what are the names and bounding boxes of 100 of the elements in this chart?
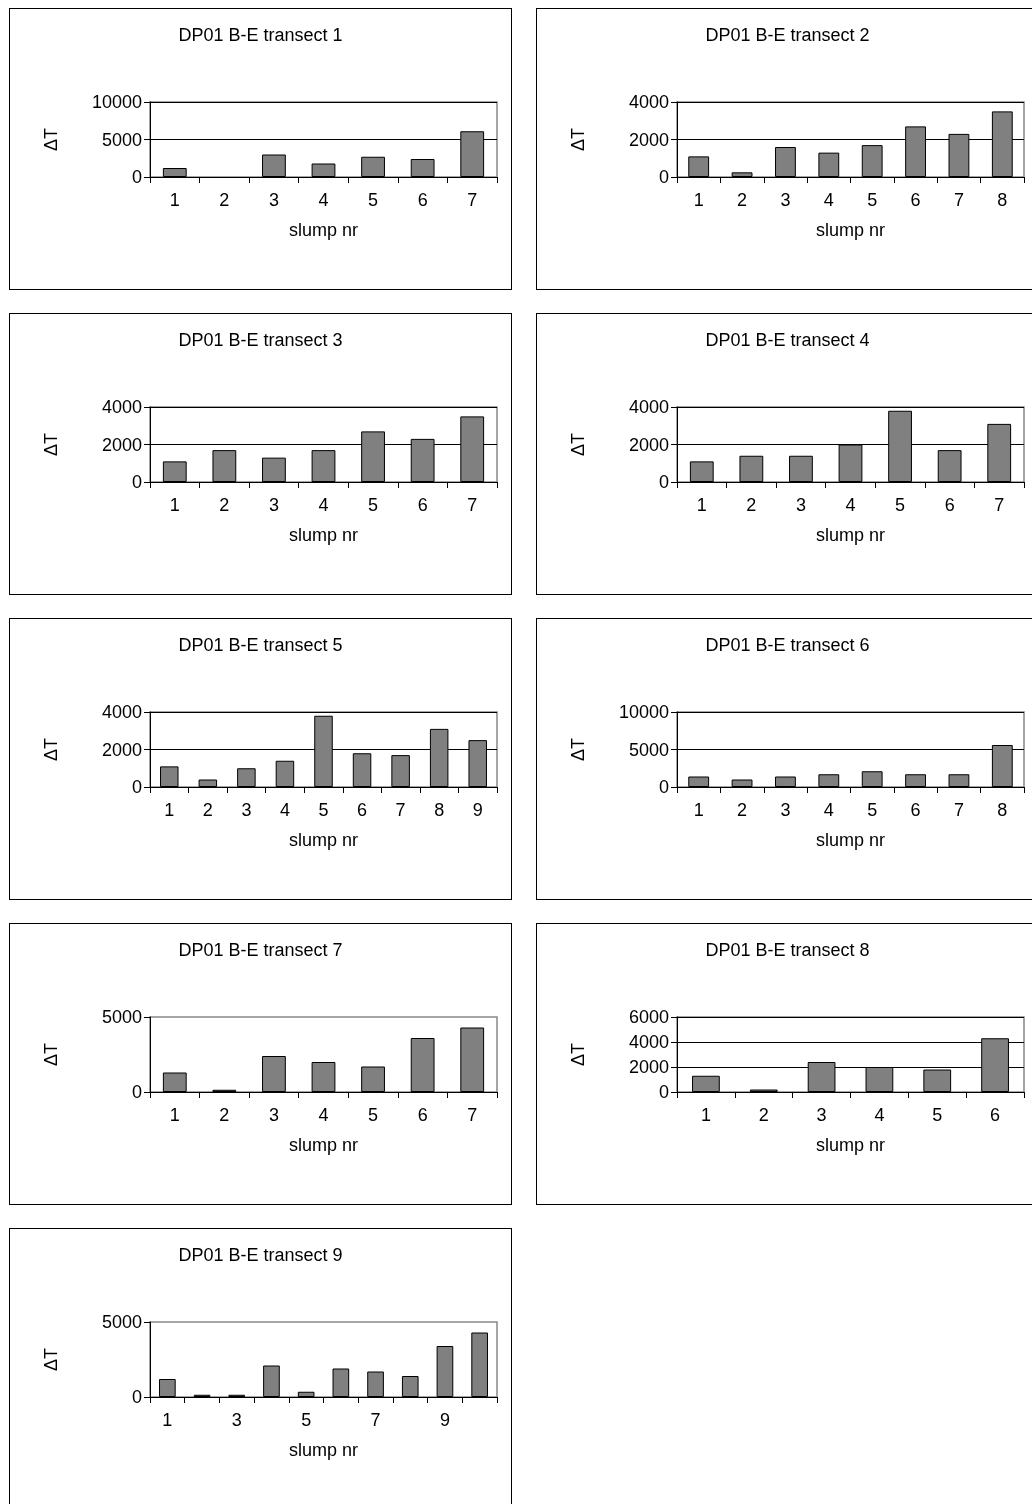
x-tick-label: 6 <box>944 495 955 515</box>
y-tick-label: 4000 <box>101 397 142 417</box>
x-tick-label: 7 <box>395 800 406 820</box>
x-tick-label: 3 <box>268 190 279 210</box>
y-tick-label: 4000 <box>628 397 669 417</box>
x-tick-label: 3 <box>268 1105 279 1125</box>
x-tick-label: 7 <box>953 190 964 210</box>
chart-title: DP01 B-E transect 1 <box>178 25 343 45</box>
x-axis-title: slump nr <box>815 830 886 850</box>
y-tick-label: 0 <box>658 777 669 797</box>
x-tick-label: 6 <box>357 800 368 820</box>
y-tick-label: 2000 <box>101 434 142 455</box>
y-tick-label: 0 <box>131 1387 142 1407</box>
y-axis-title: ΔT <box>568 127 588 152</box>
x-axis-title: slump nr <box>288 830 359 850</box>
x-tick-label: 8 <box>997 190 1008 210</box>
x-tick-label: 2 <box>219 495 230 515</box>
y-axis-title: ΔT <box>41 127 61 152</box>
chart-title: DP01 B-E transect 2 <box>705 25 870 45</box>
x-tick-label: 1 <box>693 190 704 210</box>
chart-title: DP01 B-E transect 6 <box>705 635 870 655</box>
x-tick-label: 6 <box>990 1105 1001 1125</box>
x-tick-label: 5 <box>867 190 878 210</box>
y-tick-label: 6000 <box>628 1007 669 1027</box>
x-tick-label: 2 <box>202 800 213 820</box>
x-tick-label: 5 <box>368 190 379 210</box>
x-tick-label: 4 <box>318 190 329 210</box>
x-tick-label: 1 <box>164 800 175 820</box>
x-axis-title: slump nr <box>815 525 886 545</box>
x-tick-label: 8 <box>997 800 1008 820</box>
x-tick-label: 4 <box>874 1105 885 1125</box>
y-tick-label: 0 <box>658 1082 669 1102</box>
x-tick-label: 2 <box>758 1105 769 1125</box>
x-tick-label: 1 <box>169 1105 180 1125</box>
x-tick-label: 1 <box>162 1410 173 1430</box>
y-tick-label: 5000 <box>628 739 669 760</box>
y-tick-label: 4000 <box>101 702 142 722</box>
x-tick-label: 6 <box>910 800 921 820</box>
x-tick-label: 8 <box>434 800 445 820</box>
y-tick-label: 10000 <box>91 92 142 112</box>
y-axis-title: ΔT <box>41 432 61 457</box>
y-tick-label: 2000 <box>628 1057 669 1077</box>
x-tick-label: 6 <box>417 190 428 210</box>
chart-title: DP01 B-E transect 9 <box>178 1245 343 1265</box>
x-tick-label: 5 <box>318 800 329 820</box>
x-tick-label: 5 <box>867 800 878 820</box>
chart-title: DP01 B-E transect 8 <box>705 940 870 960</box>
y-axis-title: ΔT <box>568 737 588 762</box>
y-tick-label: 4000 <box>628 1032 669 1052</box>
x-tick-label: 2 <box>737 800 748 820</box>
x-tick-label: 4 <box>279 800 290 820</box>
x-axis-title: slump nr <box>815 1135 886 1155</box>
x-axis-title: slump nr <box>288 220 359 240</box>
y-tick-label: 10000 <box>618 702 669 722</box>
x-tick-label: 6 <box>910 190 921 210</box>
x-tick-label: 7 <box>370 1410 381 1430</box>
x-tick-label: 4 <box>318 1105 329 1125</box>
x-tick-label: 2 <box>219 1105 230 1125</box>
x-tick-label: 6 <box>417 495 428 515</box>
x-tick-label: 4 <box>823 800 834 820</box>
y-tick-label: 0 <box>658 167 669 187</box>
y-axis-title: ΔT <box>41 1042 61 1067</box>
x-tick-label: 4 <box>318 495 329 515</box>
y-tick-label: 0 <box>131 472 142 492</box>
y-tick-label: 0 <box>131 1082 142 1102</box>
x-tick-label: 5 <box>368 1105 379 1125</box>
x-tick-label: 1 <box>696 495 707 515</box>
x-tick-label: 6 <box>417 1105 428 1125</box>
y-tick-label: 0 <box>131 167 142 187</box>
chart-title: DP01 B-E transect 3 <box>178 330 343 350</box>
y-axis-title: ΔT <box>568 1042 588 1067</box>
x-tick-label: 1 <box>700 1105 711 1125</box>
x-tick-label: 7 <box>467 495 478 515</box>
x-axis-title: slump nr <box>288 1135 359 1155</box>
x-tick-label: 3 <box>241 800 252 820</box>
x-tick-label: 3 <box>816 1105 827 1125</box>
x-tick-label: 2 <box>219 190 230 210</box>
x-tick-label: 7 <box>467 1105 478 1125</box>
x-axis-title: slump nr <box>288 1440 359 1460</box>
chart-title: DP01 B-E transect 5 <box>178 635 343 655</box>
x-tick-label: 3 <box>268 495 279 515</box>
x-tick-label: 7 <box>994 495 1005 515</box>
y-tick-label: 2000 <box>101 739 142 760</box>
x-tick-label: 3 <box>780 800 791 820</box>
y-tick-label: 0 <box>131 777 142 797</box>
x-tick-label: 1 <box>693 800 704 820</box>
chart-title: DP01 B-E transect 7 <box>178 940 343 960</box>
y-axis-title: ΔT <box>41 1347 61 1372</box>
x-tick-label: 7 <box>953 800 964 820</box>
y-tick-label: 0 <box>658 472 669 492</box>
y-tick-label: 2000 <box>628 434 669 455</box>
x-tick-label: 7 <box>467 190 478 210</box>
y-tick-label: 2000 <box>628 129 669 150</box>
x-tick-label: 2 <box>737 190 748 210</box>
x-tick-label: 2 <box>746 495 757 515</box>
x-tick-label: 3 <box>231 1410 242 1430</box>
x-axis-title: slump nr <box>288 525 359 545</box>
x-tick-label: 5 <box>932 1105 943 1125</box>
y-axis-title: ΔT <box>568 432 588 457</box>
y-axis-title: ΔT <box>41 737 61 762</box>
